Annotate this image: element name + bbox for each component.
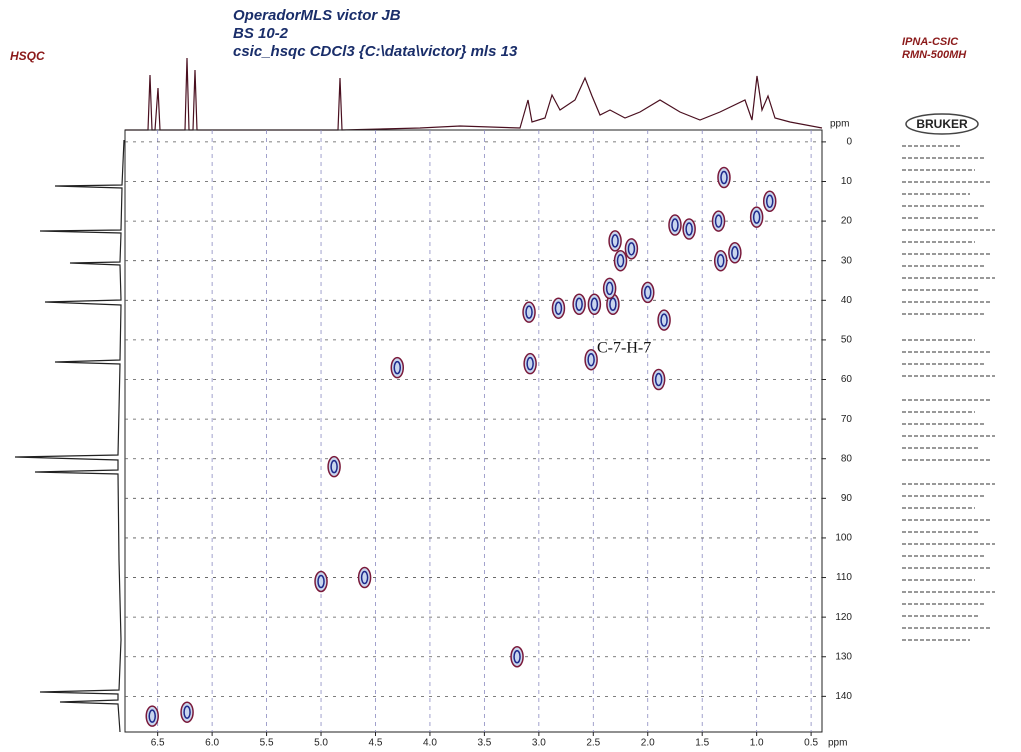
- cross-peak-outer: [715, 251, 727, 271]
- y-tick-label: 90: [841, 493, 853, 504]
- x-axis-unit: ppm: [828, 738, 847, 749]
- cross-peak-outer: [552, 298, 564, 318]
- cross-peak-outer: [718, 168, 730, 188]
- cross-peak-outer: [359, 568, 371, 588]
- cross-peak-outer: [625, 239, 637, 259]
- x-tick-label: 1.5: [695, 738, 709, 749]
- cross-peak-outer: [315, 572, 327, 592]
- cross-peak-outer: [642, 282, 654, 302]
- proton-projection: [125, 58, 822, 130]
- cross-peak-outer: [653, 370, 665, 390]
- y-tick-label: 80: [841, 453, 853, 464]
- x-tick-label: 3.0: [532, 738, 546, 749]
- x-tick-label: 2.0: [641, 738, 655, 749]
- cross-peak-outer: [328, 457, 340, 477]
- y-tick-label: 40: [841, 295, 853, 306]
- carbon-projection: [15, 140, 124, 732]
- cross-peak-outer: [523, 302, 535, 322]
- x-tick-label: 6.0: [205, 738, 219, 749]
- y-axis-unit: ppm: [830, 119, 849, 130]
- y-tick-label: 10: [841, 176, 853, 187]
- cross-peak-outer: [604, 278, 616, 298]
- cross-peak-outer: [729, 243, 741, 263]
- cross-peak-outer: [588, 294, 600, 314]
- institution: RMN-500MH: [902, 49, 967, 61]
- x-tick-label: 2.5: [586, 738, 600, 749]
- cross-peak-outer: [573, 294, 585, 314]
- cross-peak-outer: [391, 358, 403, 378]
- x-tick-label: 4.0: [423, 738, 437, 749]
- x-tick-label: 0.5: [804, 738, 818, 749]
- cross-peak-outer: [683, 219, 695, 239]
- cross-peak-outer: [658, 310, 670, 330]
- y-tick-label: 120: [835, 612, 852, 623]
- cross-peak-outer: [751, 207, 763, 227]
- y-tick-label: 30: [841, 255, 853, 266]
- x-tick-label: 1.0: [750, 738, 764, 749]
- x-tick-label: 5.5: [260, 738, 274, 749]
- y-tick-label: 140: [835, 691, 852, 702]
- parameter-list: [902, 146, 995, 640]
- logo-text: BRUKER: [916, 117, 968, 131]
- y-tick-label: 0: [846, 137, 852, 148]
- y-tick-label: 130: [835, 651, 852, 662]
- y-tick-label: 70: [841, 414, 853, 425]
- cross-peak-outer: [609, 231, 621, 251]
- y-tick-label: 20: [841, 216, 853, 227]
- x-tick-label: 6.5: [151, 738, 165, 749]
- bruker-logo: BRUKER: [906, 114, 978, 134]
- cross-peak-outer: [524, 354, 536, 374]
- cross-peak-outer: [615, 251, 627, 271]
- cross-peak-outer: [585, 350, 597, 370]
- y-tick-label: 60: [841, 374, 853, 385]
- title-line: OperadorMLS victor JB: [233, 7, 401, 24]
- institution: IPNA-CSIC: [902, 36, 959, 48]
- x-tick-label: 3.5: [477, 738, 491, 749]
- cross-peak-outer: [764, 191, 776, 211]
- cross-peak-outer: [669, 215, 681, 235]
- title-line: BS 10-2: [233, 25, 289, 42]
- cross-peak-outer: [713, 211, 725, 231]
- y-tick-label: 50: [841, 335, 853, 346]
- x-tick-label: 5.0: [314, 738, 328, 749]
- experiment-label: HSQC: [10, 49, 45, 63]
- y-tick-label: 100: [835, 533, 852, 544]
- title-line: csic_hsqc CDCl3 {C:\data\victor} mls 13: [233, 43, 518, 60]
- hsqc-spectrum: OperadorMLS victor JB BS 10-2 csic_hsqc …: [0, 0, 1021, 752]
- cross-peak-outer: [511, 647, 523, 667]
- cross-peak-outer: [146, 706, 158, 726]
- y-tick-label: 110: [836, 572, 852, 583]
- cross-peak-outer: [181, 702, 193, 722]
- x-tick-label: 4.5: [369, 738, 383, 749]
- annotation: C-7-H-7: [597, 340, 651, 357]
